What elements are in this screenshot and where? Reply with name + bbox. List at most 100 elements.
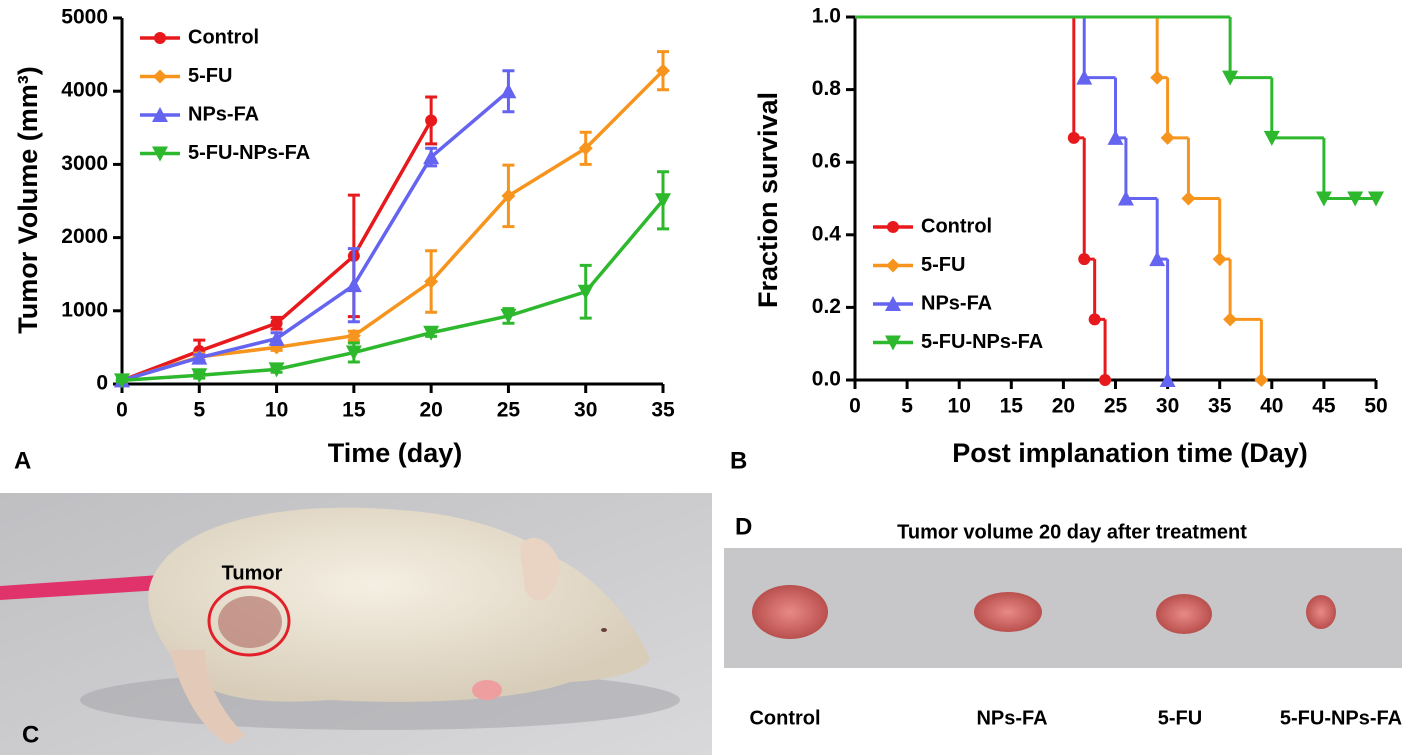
y-tick-label: 4000 — [61, 79, 108, 102]
marker — [1159, 372, 1176, 387]
legend-label: NPs-FA — [188, 103, 259, 125]
y-axis-title: Fraction survival — [753, 92, 783, 308]
series-line — [121, 199, 665, 383]
marker — [1117, 190, 1134, 206]
sample-label: 5-FU — [1158, 707, 1202, 729]
marker — [424, 274, 439, 289]
marker — [1088, 313, 1101, 326]
marker — [501, 188, 516, 203]
marker — [1368, 191, 1384, 207]
marker — [423, 149, 440, 165]
panel-label: D — [735, 513, 752, 540]
x-tick-label: 5 — [193, 399, 205, 422]
legend-label: NPs-FA — [921, 292, 992, 314]
y-tick-label: 0.6 — [812, 150, 841, 173]
y-tick-label: 1.0 — [812, 5, 841, 28]
marker — [152, 107, 168, 122]
marker — [500, 83, 517, 99]
marker — [345, 277, 362, 293]
legend-label: 5-FU — [921, 254, 965, 276]
x-tick-label: 15 — [342, 399, 366, 422]
marker — [500, 308, 517, 324]
y-tick-label: 5000 — [61, 6, 108, 29]
marker — [425, 114, 438, 127]
x-tick-label: 10 — [265, 399, 288, 422]
x-tick-label: 30 — [1156, 395, 1179, 418]
y-tick-label: 3000 — [61, 152, 108, 175]
marker — [346, 328, 361, 343]
photo-title: Tumor volume 20 day after treatment — [897, 521, 1247, 543]
marker — [1254, 373, 1269, 387]
x-tick-label: 25 — [497, 399, 521, 422]
marker — [1222, 70, 1239, 86]
x-tick-label: 20 — [419, 399, 442, 422]
photo-c — [0, 493, 712, 755]
x-tick-label: 15 — [1000, 395, 1024, 418]
x-axis-title: Post implanation time (Day) — [952, 438, 1308, 468]
marker — [114, 373, 130, 389]
marker — [1347, 191, 1364, 207]
marker — [885, 335, 901, 351]
marker — [270, 317, 283, 330]
marker — [886, 258, 900, 273]
marker — [1181, 191, 1196, 206]
x-tick-label: 5 — [901, 395, 913, 418]
panel-label: B — [730, 447, 747, 474]
marker — [152, 146, 168, 162]
y-tick-label: 1000 — [61, 298, 108, 321]
marker — [577, 284, 594, 300]
marker — [154, 32, 166, 44]
marker — [1315, 191, 1332, 207]
x-tick-label: 35 — [651, 399, 675, 422]
x-tick-label: 10 — [948, 395, 971, 418]
sample-label: NPs-FA — [976, 707, 1047, 729]
y-axis-title: Tumor Volume (mm³) — [13, 66, 43, 334]
marker — [268, 362, 285, 378]
marker — [268, 330, 285, 346]
panel-label: A — [14, 447, 31, 474]
marker — [191, 368, 208, 384]
y-tick-label: 0.2 — [812, 295, 841, 318]
legend-label: Control — [921, 215, 992, 237]
marker — [1099, 374, 1112, 386]
x-tick-label: 0 — [116, 399, 128, 422]
sample-label: Control — [749, 707, 820, 729]
marker — [1078, 253, 1091, 266]
y-tick-label: 0.4 — [812, 222, 842, 245]
series-line — [121, 89, 510, 383]
marker — [1076, 69, 1093, 85]
y-tick-label: 0.8 — [812, 77, 842, 100]
x-tick-label: 40 — [1260, 395, 1283, 418]
x-tick-label: 35 — [1208, 395, 1232, 418]
x-tick-label: 0 — [849, 395, 861, 418]
marker — [1263, 130, 1280, 146]
marker — [1107, 129, 1124, 145]
marker — [153, 69, 167, 84]
x-tick-label: 30 — [574, 399, 597, 422]
legend-label: 5-FU-NPs-FA — [188, 142, 310, 164]
marker — [1223, 312, 1238, 327]
legend-label: 5-FU-NPs-FA — [921, 331, 1043, 353]
legend-label: Control — [188, 26, 259, 48]
marker — [655, 193, 671, 209]
y-tick-label: 0 — [96, 372, 108, 395]
x-axis-title: Time (day) — [328, 438, 463, 468]
marker — [1150, 70, 1165, 85]
marker — [191, 349, 208, 365]
marker — [345, 345, 362, 361]
x-tick-label: 20 — [1052, 395, 1075, 418]
tumor-annotation: Tumor — [222, 562, 283, 584]
marker — [1212, 252, 1227, 267]
marker — [1149, 251, 1166, 267]
x-tick-label: 45 — [1312, 395, 1336, 418]
y-tick-label: 2000 — [61, 225, 108, 248]
marker — [656, 63, 670, 78]
y-tick-label: 0.0 — [812, 368, 841, 391]
marker — [1067, 131, 1080, 144]
x-tick-label: 50 — [1364, 395, 1387, 418]
photo-d — [724, 548, 1402, 668]
marker — [885, 296, 901, 311]
legend-label: 5-FU — [188, 65, 232, 87]
marker — [578, 141, 593, 156]
